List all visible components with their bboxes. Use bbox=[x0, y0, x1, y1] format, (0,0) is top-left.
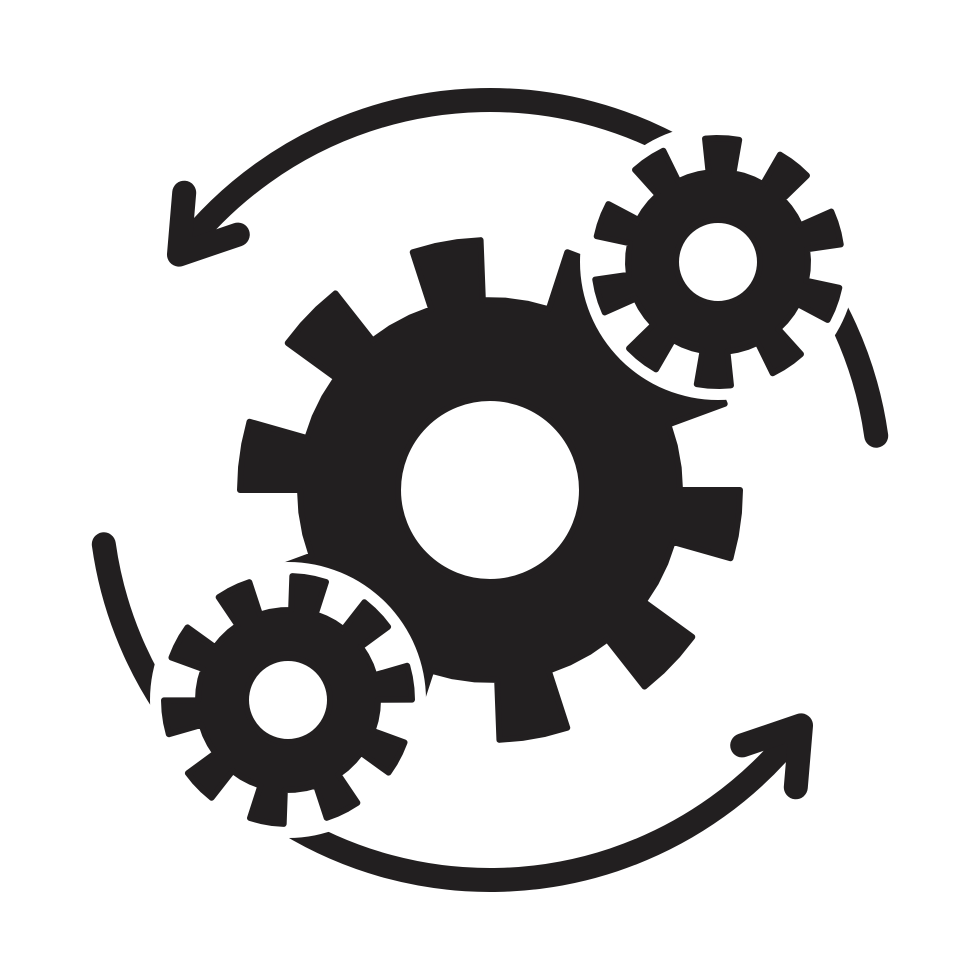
process-cycle-icon bbox=[0, 0, 980, 980]
